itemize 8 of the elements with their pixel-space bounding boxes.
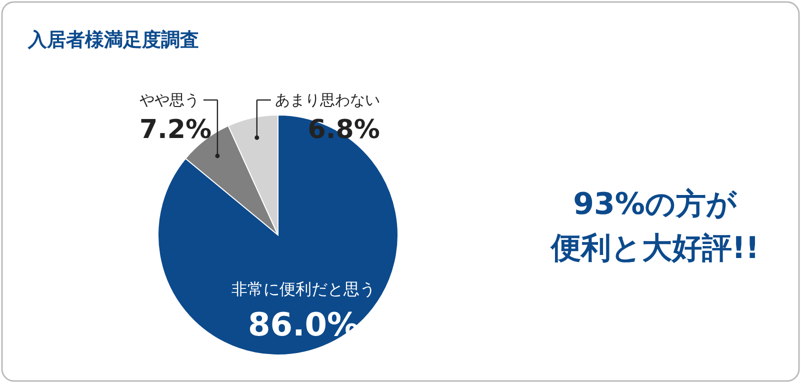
text: 93%の方が bbox=[573, 187, 738, 222]
data-label: 86.0% bbox=[248, 305, 360, 344]
text: 便利と大好評!! bbox=[550, 231, 760, 266]
chart-title: 入居者様満足度調査 bbox=[27, 29, 199, 51]
slice-label: やや思う bbox=[139, 91, 200, 109]
slice-label: あまり思わない bbox=[274, 91, 380, 109]
data-label: 7.2% bbox=[139, 115, 212, 145]
slice-label: 非常に便利だと思う bbox=[232, 279, 376, 298]
